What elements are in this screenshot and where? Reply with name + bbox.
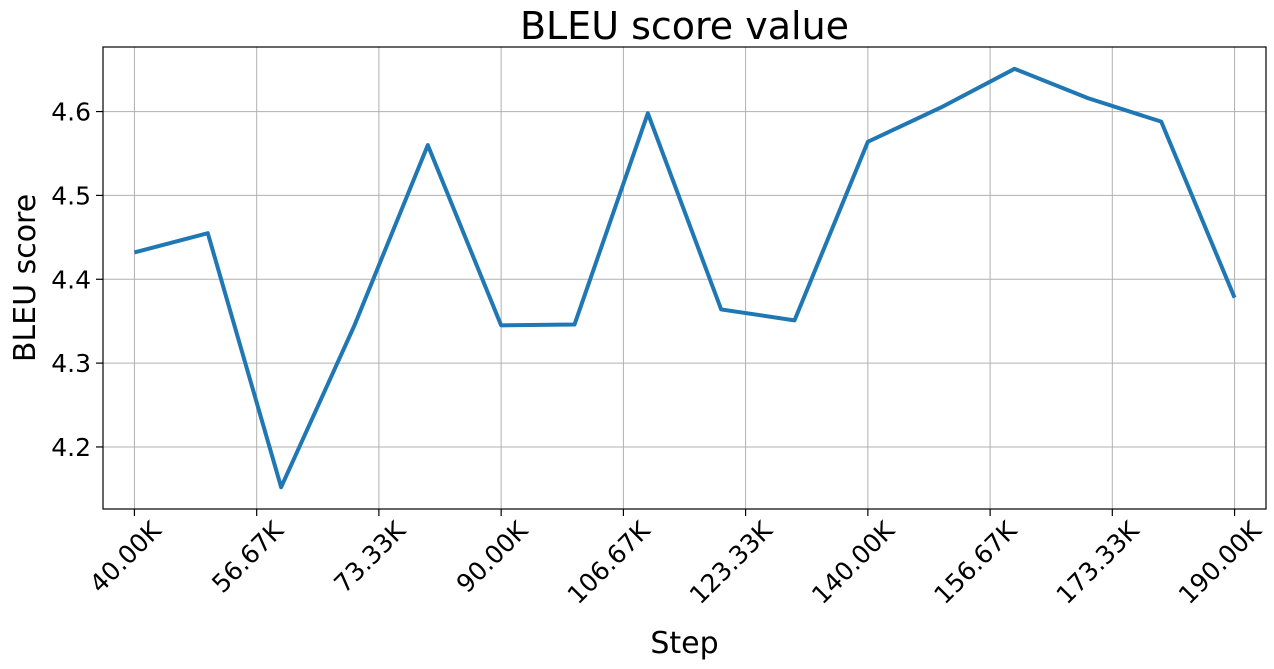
plot-area-frame	[102, 46, 1267, 510]
x-tick-label: 90.00K	[451, 515, 534, 598]
y-tick-label: 4.3	[51, 349, 91, 378]
y-tick-label: 4.2	[51, 433, 91, 462]
x-tick-label: 106.67K	[562, 515, 656, 609]
y-tick-label: 4.4	[51, 265, 91, 294]
series-line	[133, 66, 1237, 490]
y-tick-label: 4.5	[51, 181, 91, 210]
x-tick-label: 156.67K	[928, 515, 1022, 609]
x-tick-label: 140.00K	[806, 515, 900, 609]
y-axis-label: BLEU score	[8, 194, 43, 362]
x-tick-label: 73.33K	[328, 515, 411, 598]
x-tick-label: 40.00K	[84, 515, 167, 598]
x-tick-label: 190.00K	[1173, 515, 1267, 609]
x-axis-ticks: 40.00K 56.67K 73.33K 90.00K 106.67K 123.33K 14…	[84, 509, 1267, 610]
x-tick-label: 123.33K	[684, 515, 778, 609]
y-tick-label: 4.6	[51, 98, 91, 127]
x-axis-label: Step	[650, 626, 718, 661]
grid	[103, 47, 1266, 509]
y-axis-ticks: 4.2 4.3 4.4 4.5 4.6	[51, 98, 103, 462]
series-layer	[133, 66, 1237, 490]
x-tick-label: 56.67K	[206, 515, 289, 598]
x-tick-label: 173.33K	[1051, 515, 1145, 609]
chart-title: BLEU score value	[520, 4, 849, 48]
